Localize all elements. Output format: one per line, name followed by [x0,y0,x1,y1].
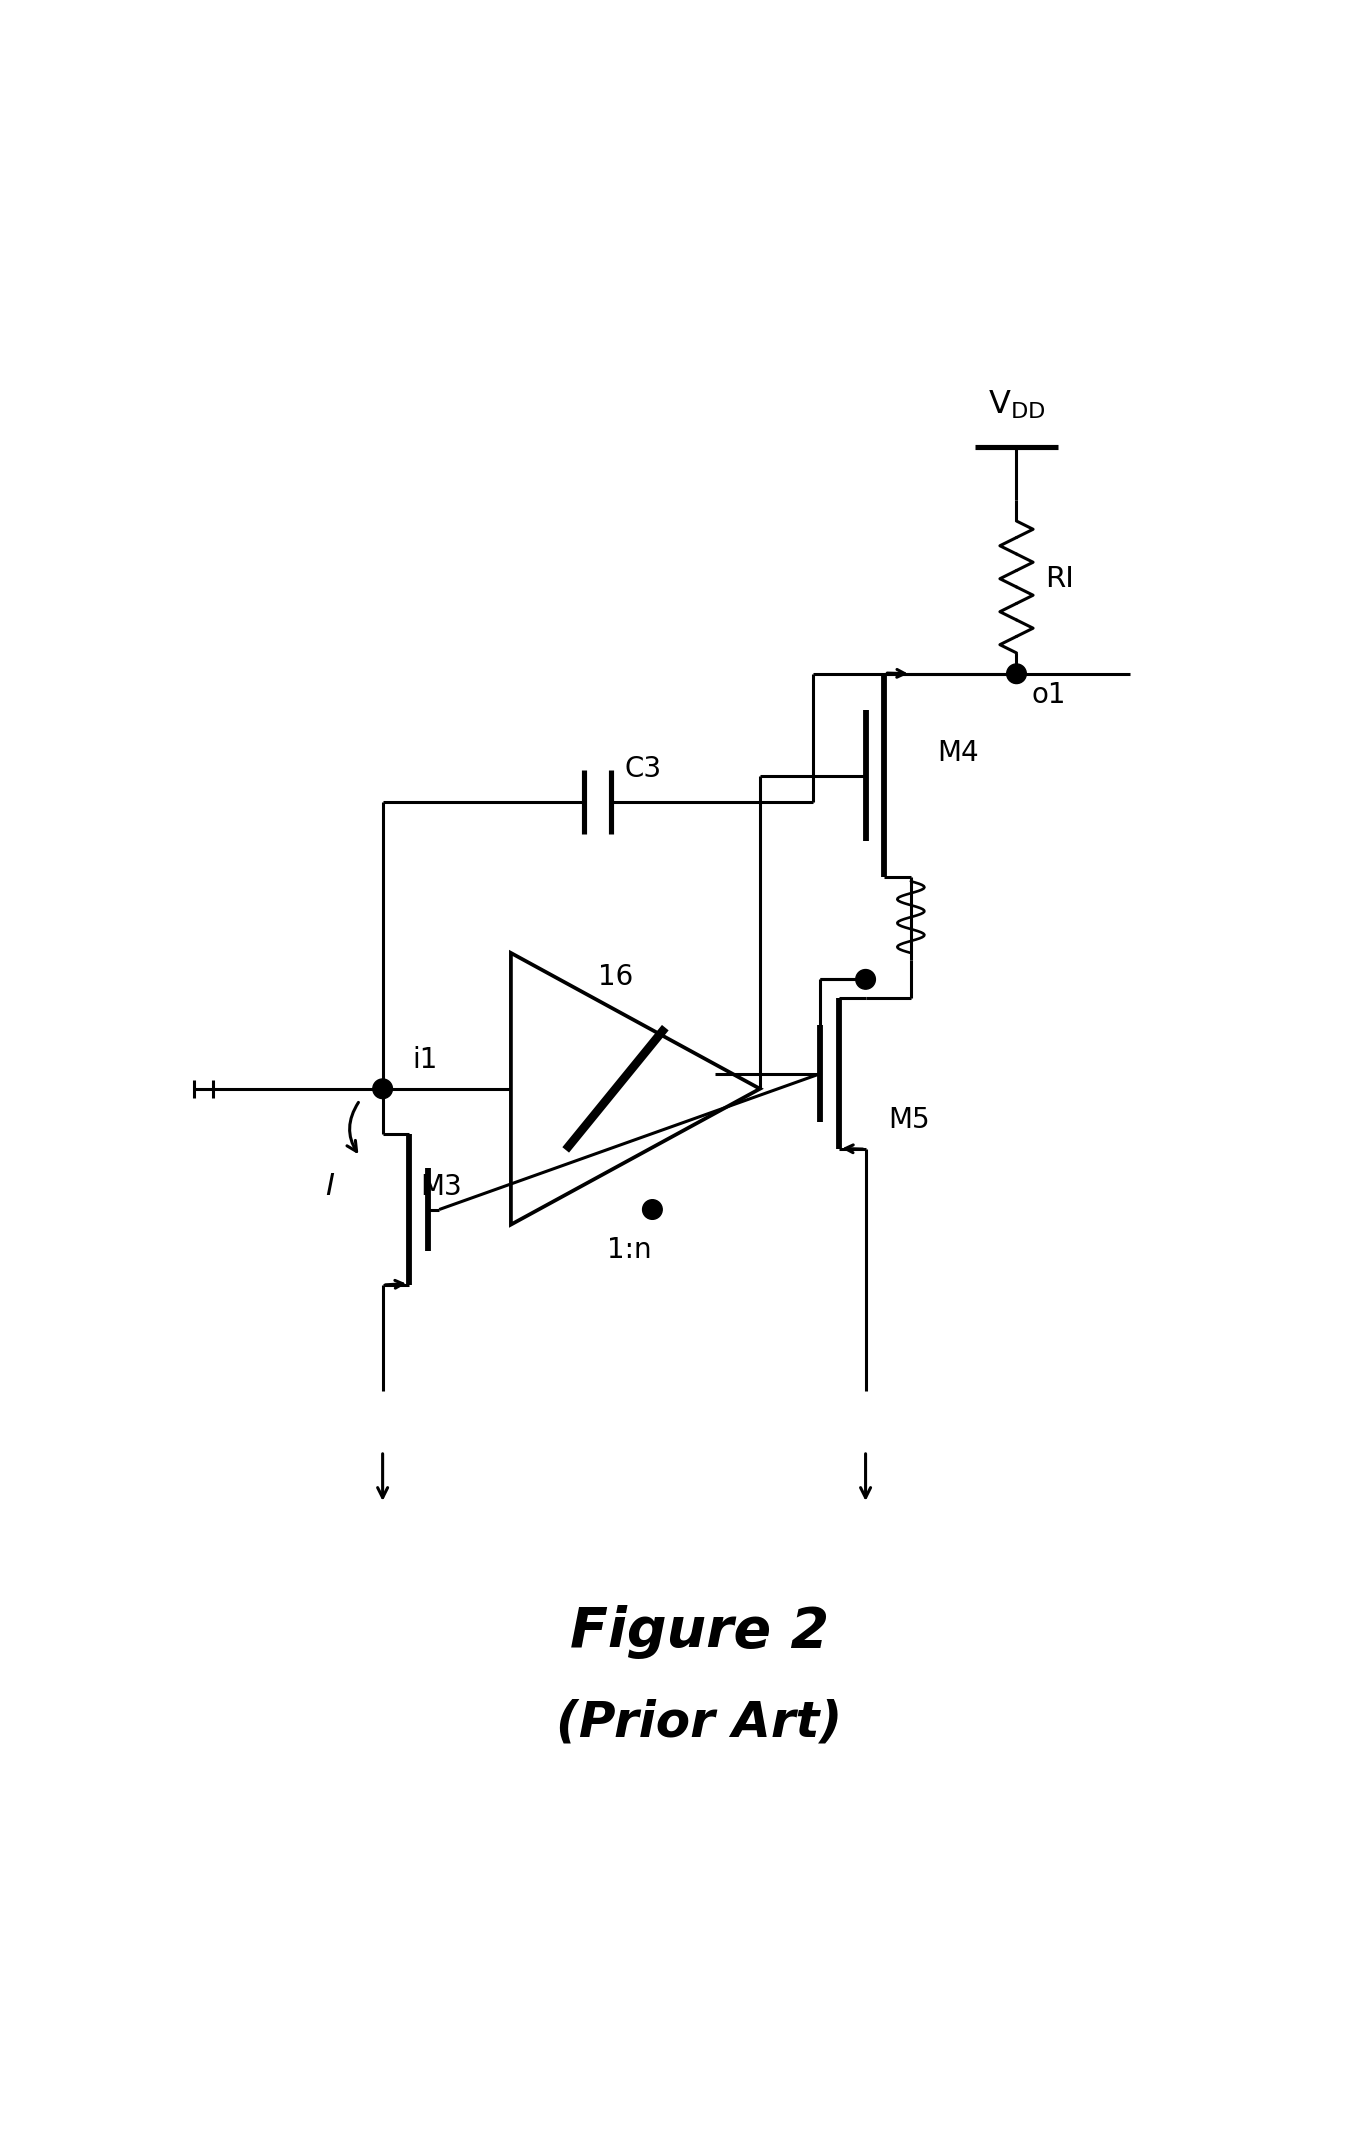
Text: I: I [325,1173,334,1201]
Text: 1:n: 1:n [607,1235,652,1263]
Text: o1: o1 [1032,681,1066,709]
Text: C3: C3 [624,755,661,783]
Text: V$_{\mathregular{DD}}$: V$_{\mathregular{DD}}$ [988,388,1046,420]
Circle shape [373,1078,393,1100]
Text: 16: 16 [598,964,633,992]
Text: M5: M5 [889,1106,930,1134]
Text: Figure 2: Figure 2 [571,1604,829,1660]
Text: (Prior Art): (Prior Art) [557,1699,842,1746]
Circle shape [856,970,875,990]
Circle shape [643,1199,662,1220]
Text: i1: i1 [412,1046,438,1074]
Circle shape [1006,664,1026,683]
Text: M3: M3 [420,1173,463,1201]
Text: RI: RI [1046,565,1074,593]
Text: M4: M4 [938,740,979,768]
